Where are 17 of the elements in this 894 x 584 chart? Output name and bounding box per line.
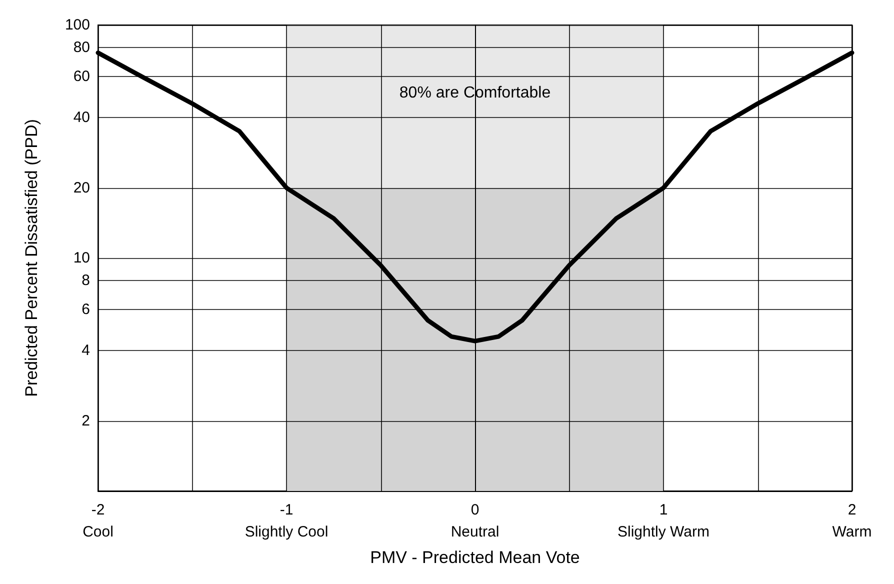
x-tick-label: 2 Warm (832, 502, 872, 540)
y-tick-label: 100 (64, 16, 90, 34)
y-tick-label: 40 (73, 109, 90, 126)
x-axis-title: PMV - Predicted Mean Vote (370, 548, 580, 567)
y-tick-label: 6 (82, 301, 90, 318)
y-tick-label: 4 (82, 342, 90, 360)
y-tick-label: 20 (73, 179, 90, 196)
y-tick-label: 8 (82, 272, 90, 290)
x-tick-label: -2 Cool (82, 502, 114, 540)
y-tick-label: 10 (73, 250, 90, 266)
y-tick-label: 80 (73, 39, 90, 56)
x-tick-label: 0 Neutral (450, 502, 500, 540)
x-tick-label: -1 Slightly Cool (244, 502, 328, 540)
y-axis-title: Predicted Percent Dissatisfied (PPD) (22, 119, 41, 397)
y-tick-label: 60 (73, 68, 90, 86)
y-tick-label: 2 (82, 412, 90, 430)
x-tick-label: 1 Slightly Warm (618, 502, 710, 540)
